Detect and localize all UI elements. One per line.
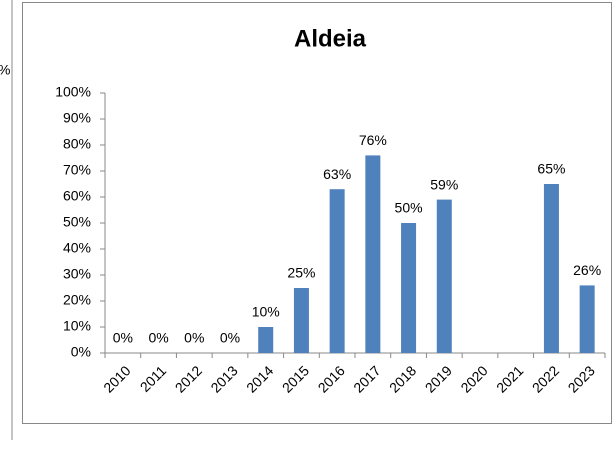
partial-label: % [0,62,10,78]
bar [365,155,381,353]
bar [543,184,559,353]
data-label: 0% [184,330,204,346]
data-label: 59% [430,176,458,192]
bar [579,285,595,353]
y-tick-label: 40% [63,240,91,256]
y-tick-label: 10% [63,318,91,334]
data-label: 10% [252,304,280,320]
data-label: 63% [323,166,351,182]
bar [293,288,309,353]
y-tick-label: 50% [63,214,91,230]
bar [258,327,274,353]
data-label: 65% [537,161,565,177]
data-label: 26% [573,262,601,278]
chart-border [22,2,612,424]
y-tick-label: 20% [63,292,91,308]
data-label: 76% [359,132,387,148]
bar [436,199,452,353]
data-label: 25% [287,265,315,281]
data-label: 0% [148,330,168,346]
y-tick-label: 100% [55,84,91,100]
chart-title: Aldeia [294,25,367,52]
y-tick-label: 70% [63,162,91,178]
data-label: 0% [220,330,240,346]
bar [329,189,345,353]
y-tick-label: 0% [71,344,91,360]
y-tick-label: 30% [63,266,91,282]
y-tick-label: 60% [63,188,91,204]
bar [401,223,417,353]
data-label: 0% [113,330,133,346]
data-label: 50% [395,200,423,216]
y-tick-label: 80% [63,136,91,152]
y-tick-label: 90% [63,110,91,126]
